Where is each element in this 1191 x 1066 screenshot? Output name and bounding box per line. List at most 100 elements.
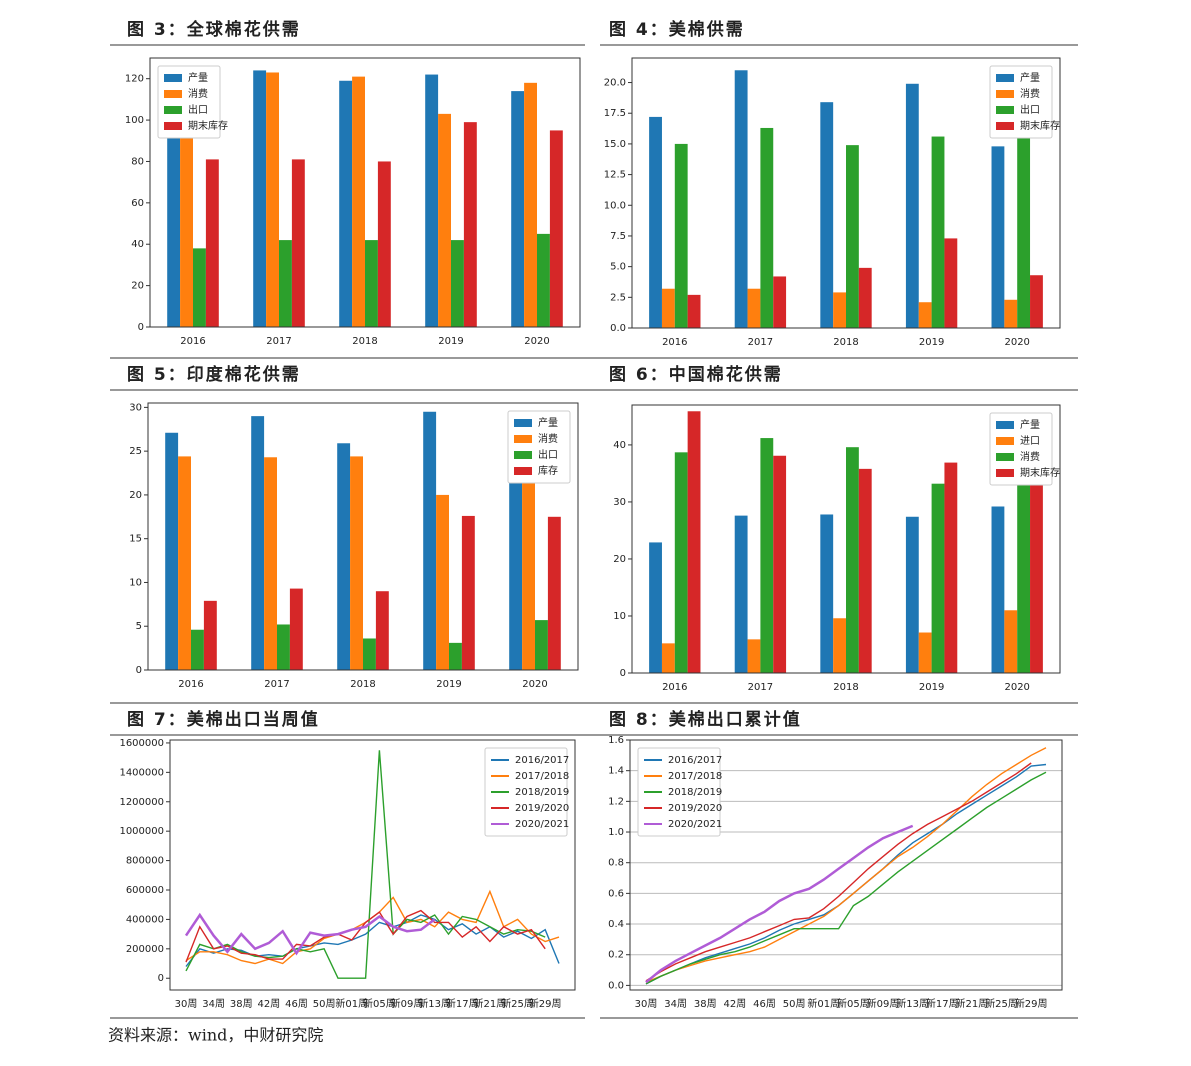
legend-label: 出口	[538, 448, 558, 461]
bar	[279, 240, 292, 327]
y-tick-label: 2.5	[610, 292, 626, 303]
legend-label: 2020/2021	[515, 819, 569, 830]
legend-label: 产量	[188, 71, 208, 84]
legend-swatch	[164, 90, 182, 98]
legend-label: 2020/2021	[668, 819, 722, 830]
bar	[337, 443, 351, 670]
bar	[687, 411, 701, 673]
x-tick-label: 新09周	[867, 997, 900, 1010]
bar	[191, 629, 204, 670]
bar	[931, 136, 945, 328]
y-tick-label: 600000	[126, 885, 164, 896]
legend-swatch	[996, 421, 1014, 429]
bar	[931, 483, 945, 673]
bar	[649, 116, 662, 328]
bar	[165, 432, 179, 670]
legend-label: 2018/2019	[515, 787, 569, 798]
bar	[820, 514, 834, 673]
x-tick-label: 2020	[1004, 337, 1029, 348]
x-tick-label: 2017	[266, 336, 291, 347]
x-tick-label: 2016	[178, 679, 203, 690]
bar	[524, 82, 537, 327]
bar	[747, 639, 761, 673]
y-tick-label: 0.2	[608, 950, 624, 961]
chart-title: 图 7：美棉出口当周值	[127, 709, 320, 730]
legend-label: 库存	[538, 464, 558, 477]
bar	[661, 643, 675, 673]
x-tick-label: 新13周	[896, 997, 929, 1010]
bar	[1017, 137, 1031, 328]
bar	[377, 161, 391, 327]
bar	[760, 127, 774, 328]
bar	[991, 506, 1005, 673]
legend-swatch	[996, 74, 1014, 82]
plot-frame	[147, 402, 579, 671]
bar	[180, 84, 193, 328]
legend-label: 期末库存	[188, 119, 228, 132]
y-tick-label: 0	[620, 668, 626, 679]
y-tick-label: 40	[613, 440, 626, 451]
bar	[858, 468, 872, 673]
x-tick-label: 34周	[664, 998, 687, 1010]
line	[645, 747, 1047, 983]
bar	[991, 146, 1005, 328]
bar	[339, 80, 353, 327]
bar	[350, 456, 363, 670]
x-tick-label: 新17周	[446, 997, 479, 1010]
bar	[649, 542, 662, 673]
legend-label: 2019/2020	[668, 803, 722, 814]
bar	[423, 411, 437, 670]
bar	[425, 74, 439, 327]
y-tick-label: 30	[613, 497, 626, 508]
line	[645, 771, 1047, 985]
x-tick-label: 2020	[1004, 682, 1029, 693]
y-tick-label: 10.0	[604, 200, 626, 211]
y-tick-label: 17.5	[604, 108, 626, 119]
legend-swatch	[996, 469, 1014, 477]
bar	[449, 642, 462, 670]
legend	[484, 747, 568, 837]
bar	[944, 462, 958, 673]
x-tick-label: 2016	[662, 337, 687, 348]
bar	[522, 473, 535, 670]
y-tick-label: 1.6	[608, 735, 624, 746]
chart-title: 图 5：印度棉花供需	[127, 364, 301, 385]
legend-label: 出口	[188, 103, 208, 116]
y-tick-label: 800000	[126, 856, 164, 867]
legend-swatch	[514, 435, 532, 443]
bar	[734, 70, 748, 328]
x-tick-label: 30周	[635, 998, 658, 1010]
y-tick-label: 20	[131, 281, 144, 292]
bar	[833, 292, 846, 328]
y-tick-label: 80	[131, 156, 144, 167]
bar	[734, 515, 748, 673]
bar	[193, 248, 206, 327]
x-tick-label: 46周	[285, 998, 308, 1010]
bar	[773, 455, 787, 673]
x-tick-label: 新09周	[391, 997, 424, 1010]
bar	[375, 591, 389, 670]
x-tick-label: 30周	[175, 998, 198, 1010]
bar	[846, 447, 859, 673]
y-tick-label: 60	[131, 198, 144, 209]
bar	[436, 494, 449, 670]
bar	[905, 516, 919, 673]
x-tick-label: 34周	[202, 998, 225, 1010]
bar	[203, 600, 217, 670]
y-tick-label: 15	[129, 534, 142, 545]
x-tick-label: 42周	[258, 998, 281, 1010]
bar	[178, 456, 191, 670]
y-tick-label: 0.8	[608, 858, 624, 869]
y-tick-label: 7.5	[610, 231, 626, 242]
bar	[833, 618, 846, 673]
x-tick-label: 新21周	[474, 997, 507, 1010]
bar	[1004, 299, 1018, 328]
bar	[251, 416, 265, 670]
bar	[674, 143, 688, 328]
bar	[944, 238, 958, 328]
y-tick-label: 30	[129, 402, 142, 413]
legend	[507, 410, 571, 484]
x-tick-label: 2020	[522, 679, 547, 690]
x-tick-label: 2018	[350, 679, 375, 690]
